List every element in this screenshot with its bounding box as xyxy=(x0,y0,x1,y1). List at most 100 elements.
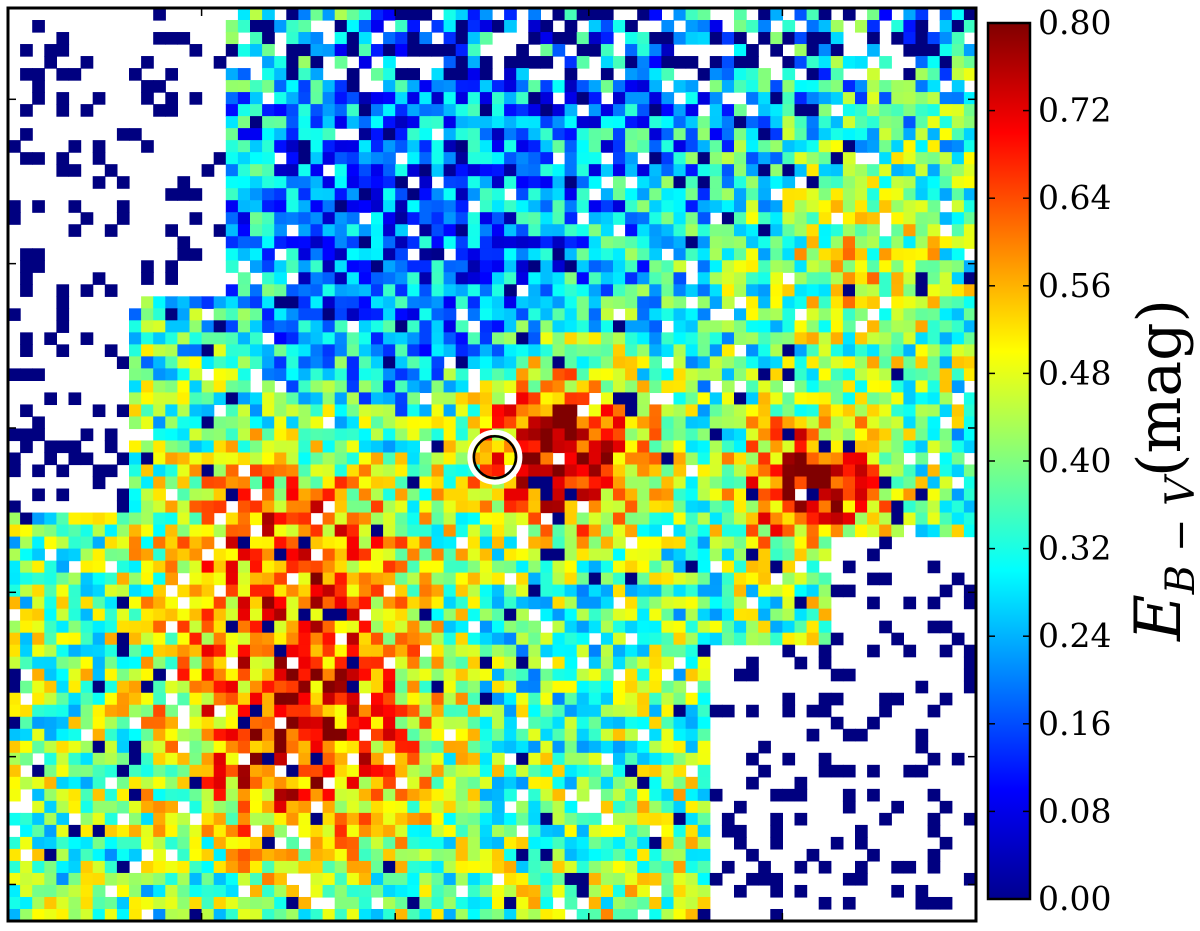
heatmap-cell xyxy=(467,236,481,249)
heatmap-cell xyxy=(455,632,469,646)
heatmap-cell xyxy=(842,248,856,261)
heatmap-cell xyxy=(455,104,469,117)
heatmap-cell xyxy=(286,344,299,357)
heatmap-cell xyxy=(540,380,554,394)
heatmap-cell xyxy=(818,368,832,381)
heatmap-cell xyxy=(383,236,396,249)
heatmap-cell xyxy=(395,188,408,201)
heatmap-cell xyxy=(963,272,977,285)
heatmap-cell xyxy=(407,716,420,730)
heatmap-cell xyxy=(213,356,227,369)
heatmap-cell xyxy=(492,92,505,105)
heatmap-cell xyxy=(746,308,759,321)
heatmap-cell xyxy=(855,836,868,850)
heatmap-cell xyxy=(8,428,21,442)
heatmap-cell xyxy=(419,8,433,21)
heatmap-cell xyxy=(963,20,977,33)
heatmap-cell xyxy=(673,272,687,285)
heatmap-cell xyxy=(443,32,457,45)
heatmap-cell xyxy=(298,524,312,538)
heatmap-cell xyxy=(867,488,880,502)
heatmap-cell xyxy=(237,200,251,213)
heatmap-cell xyxy=(540,116,554,129)
heatmap-cell xyxy=(56,584,70,598)
heatmap-cell xyxy=(685,608,699,622)
heatmap-cell xyxy=(842,104,856,117)
heatmap-cell xyxy=(443,656,457,670)
heatmap-cell xyxy=(709,272,723,285)
heatmap-cell xyxy=(189,896,203,910)
heatmap-cell xyxy=(298,632,312,646)
heatmap-cell xyxy=(262,236,275,249)
heatmap-cell xyxy=(504,296,517,309)
heatmap-cell xyxy=(758,440,771,454)
heatmap-cell xyxy=(855,260,868,273)
heatmap-cell xyxy=(141,596,154,610)
heatmap-cell xyxy=(262,596,275,610)
heatmap-cell xyxy=(479,188,493,201)
heatmap-cell xyxy=(467,56,481,69)
heatmap-cell xyxy=(673,320,687,333)
heatmap-cell xyxy=(431,92,445,105)
heatmap-cell xyxy=(129,308,142,321)
heatmap-cell xyxy=(709,140,723,153)
heatmap-cell xyxy=(661,764,675,778)
heatmap-cell xyxy=(141,452,154,466)
heatmap-cell xyxy=(528,872,541,886)
heatmap-cell xyxy=(298,824,312,838)
heatmap-cell xyxy=(516,872,529,886)
heatmap-cell xyxy=(431,344,445,357)
heatmap-cell xyxy=(685,668,699,682)
heatmap-cell xyxy=(649,80,662,93)
heatmap-cell xyxy=(383,608,396,622)
heatmap-cell xyxy=(419,380,433,394)
heatmap-cell xyxy=(20,332,33,345)
heatmap-cell xyxy=(153,764,166,778)
heatmap-cell xyxy=(879,284,892,297)
heatmap-cell xyxy=(794,476,808,490)
heatmap-cell xyxy=(371,524,384,538)
heatmap-cell xyxy=(201,512,215,526)
heatmap-cell xyxy=(637,740,650,754)
heatmap-cell xyxy=(855,860,868,874)
heatmap-cell xyxy=(492,560,505,574)
heatmap-cell xyxy=(709,32,723,45)
heatmap-cell xyxy=(129,812,142,826)
heatmap-cell xyxy=(855,500,868,514)
heatmap-cell xyxy=(334,92,348,105)
heatmap-cell xyxy=(830,692,844,706)
heatmap-cell xyxy=(237,284,251,297)
heatmap-cell xyxy=(189,332,203,345)
heatmap-cell xyxy=(516,332,529,345)
heatmap-cell xyxy=(298,596,312,610)
heatmap-cell xyxy=(116,536,130,550)
heatmap-cell xyxy=(419,512,433,526)
heatmap-cell xyxy=(588,848,602,862)
heatmap-cell xyxy=(806,584,820,598)
heatmap-cell xyxy=(213,872,227,886)
heatmap-cell xyxy=(516,704,529,718)
heatmap-cell xyxy=(407,92,420,105)
heatmap-cell xyxy=(8,704,21,718)
heatmap-cell xyxy=(395,752,408,766)
heatmap-cell xyxy=(20,284,33,297)
heatmap-cell xyxy=(661,32,675,45)
heatmap-cell xyxy=(310,656,324,670)
heatmap-cell xyxy=(298,704,312,718)
heatmap-cell xyxy=(346,596,360,610)
heatmap-cell xyxy=(431,272,445,285)
heatmap-cell xyxy=(395,800,408,814)
heatmap-cell xyxy=(250,80,263,93)
heatmap-cell xyxy=(552,668,566,682)
heatmap-cell xyxy=(443,692,457,706)
heatmap-cell xyxy=(431,536,445,550)
heatmap-cell xyxy=(697,632,711,646)
heatmap-cell xyxy=(588,212,602,225)
heatmap-cell xyxy=(504,200,517,213)
heatmap-cell xyxy=(516,344,529,357)
heatmap-cell xyxy=(564,32,578,45)
heatmap-cell xyxy=(443,320,457,333)
heatmap-cell xyxy=(479,500,493,514)
heatmap-cell xyxy=(383,836,396,850)
heatmap-cell xyxy=(322,308,336,321)
